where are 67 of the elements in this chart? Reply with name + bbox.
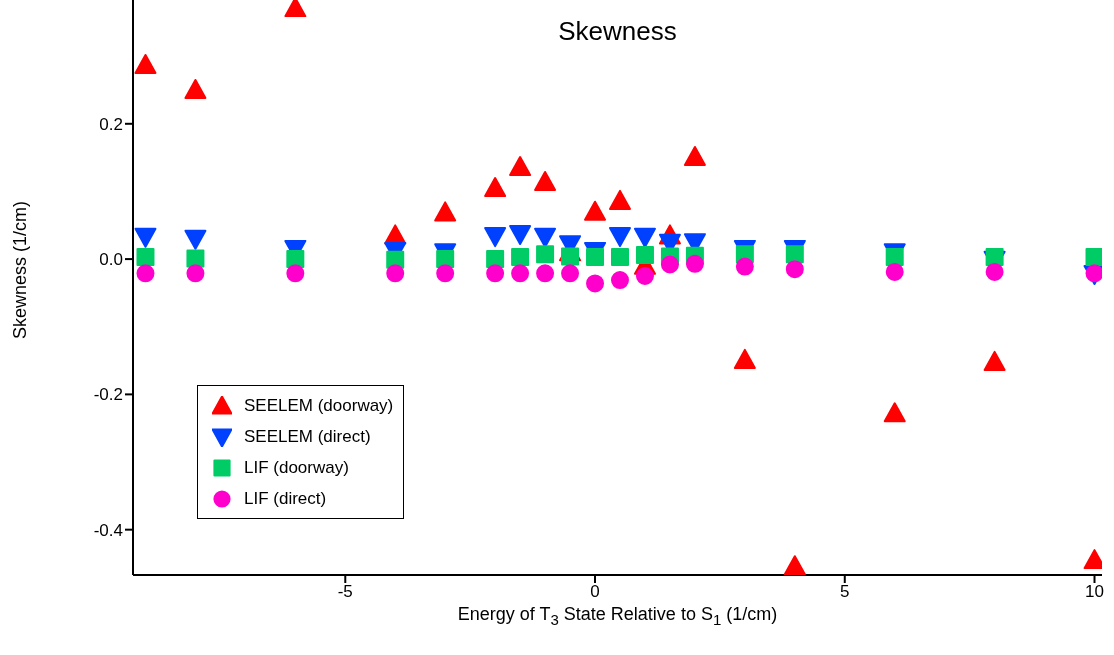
point — [785, 260, 804, 279]
point — [1085, 248, 1102, 267]
x-tick-label: -5 — [337, 582, 353, 602]
legend-label: LIF (direct) — [244, 488, 327, 510]
point — [136, 264, 155, 283]
point — [134, 227, 157, 248]
point — [609, 189, 631, 210]
legend-label: LIF (doorway) — [244, 457, 349, 479]
point — [136, 248, 155, 267]
point — [534, 170, 557, 191]
point — [386, 264, 405, 283]
legend-label: SEELEM (direct) — [244, 426, 371, 448]
point — [284, 0, 307, 18]
point — [635, 246, 654, 265]
point — [509, 225, 532, 246]
y-tick-label: 0.2 — [99, 114, 123, 134]
y-tick-label: -0.2 — [93, 385, 123, 405]
point — [486, 250, 505, 269]
point — [985, 248, 1004, 267]
point — [783, 555, 806, 575]
point — [509, 156, 532, 177]
point — [436, 250, 455, 269]
point — [611, 248, 629, 267]
point — [434, 201, 457, 222]
point — [561, 264, 580, 283]
point — [534, 227, 557, 248]
point — [611, 271, 629, 290]
point — [885, 248, 904, 267]
x-tick-label: 5 — [840, 582, 850, 602]
point — [184, 229, 207, 250]
legend-label: SEELEM (doorway) — [244, 395, 394, 417]
point — [635, 267, 654, 285]
point — [511, 264, 530, 283]
point — [484, 177, 507, 198]
point — [286, 250, 305, 269]
point — [660, 255, 679, 274]
y-axis-title: Skewness (1/cm) — [9, 200, 31, 340]
point — [586, 274, 605, 293]
point — [785, 245, 804, 264]
point — [536, 245, 555, 264]
point — [536, 264, 555, 283]
point — [561, 247, 580, 266]
point — [186, 249, 205, 268]
text: Skewness — [557, 16, 678, 47]
point — [885, 262, 904, 281]
x-tick-label: 10 — [1085, 582, 1104, 602]
x-tick-label: 0 — [590, 582, 600, 602]
point — [486, 264, 505, 283]
point — [586, 248, 605, 267]
point — [186, 264, 205, 283]
point — [733, 348, 756, 369]
point — [584, 200, 607, 221]
point — [436, 264, 455, 283]
point — [683, 145, 706, 166]
point — [883, 402, 906, 423]
x-axis-title: Energy of T$_{3}$ State Relative to S$_{1}$ (1/cm) — [456, 604, 779, 628]
point — [609, 227, 631, 248]
point — [985, 262, 1004, 281]
point — [685, 254, 704, 273]
point — [633, 227, 656, 248]
point — [286, 264, 305, 283]
point — [511, 248, 530, 267]
point — [484, 227, 507, 248]
point — [983, 350, 1006, 371]
y-tick-label: -0.4 — [93, 520, 123, 540]
point — [735, 257, 754, 276]
y-tick-label: 0.0 — [99, 250, 123, 270]
